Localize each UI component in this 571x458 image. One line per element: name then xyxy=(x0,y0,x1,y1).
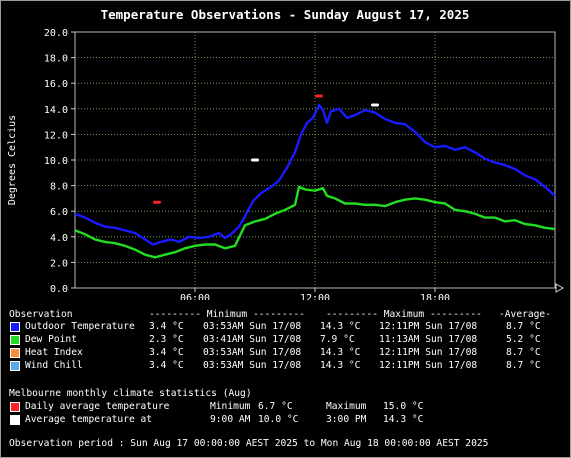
x-tick-label: 06:00 xyxy=(180,293,210,300)
legend-header-observation: Observation xyxy=(9,309,73,320)
legend-header-average: -Average- xyxy=(499,309,551,320)
y-axis-label: Degrees Celcius xyxy=(7,115,18,205)
climate-col4: 15.0 °C xyxy=(383,401,424,412)
climate-col2: 10.0 °C xyxy=(258,414,299,425)
y-tick-label: 8.0 xyxy=(50,182,68,193)
legend-min-value: 3.4 °C xyxy=(149,321,184,332)
x-tick-label: 12:00 xyxy=(300,293,330,300)
legend-swatch xyxy=(10,322,20,332)
legend-min-value: 2.3 °C xyxy=(149,334,184,345)
legend-average: 8.7 °C xyxy=(506,321,541,332)
y-tick-label: 2.0 xyxy=(50,258,68,269)
legend-min-value: 3.4 °C xyxy=(149,347,184,358)
legend-min-time: 03:53AM Sun 17/08 xyxy=(203,321,302,332)
temperature-chart: Temperature Observations - Sunday August… xyxy=(7,7,565,300)
legend-average: 8.7 °C xyxy=(506,360,541,371)
y-tick-label: 10.0 xyxy=(44,156,68,167)
climate-col4: 14.3 °C xyxy=(383,414,424,425)
legend-min-time: 03:53AM Sun 17/08 xyxy=(203,347,302,358)
climate-marker xyxy=(153,200,161,204)
climate-marker xyxy=(315,94,323,98)
legend-min-time: 03:53AM Sun 17/08 xyxy=(203,360,302,371)
chart-title: Temperature Observations - Sunday August… xyxy=(101,7,470,22)
legend-average: 8.7 °C xyxy=(506,347,541,358)
legend-series-name: Dew Point xyxy=(25,334,77,345)
climate-marker xyxy=(371,103,379,107)
climate-swatch xyxy=(10,415,20,425)
y-tick-label: 12.0 xyxy=(44,130,68,141)
legend-max-time: 11:13AM Sun 17/08 xyxy=(379,334,478,345)
legend-max-time: 12:11PM Sun 17/08 xyxy=(379,321,478,332)
legend-average: 5.2 °C xyxy=(506,334,541,345)
climate-col2: 6.7 °C xyxy=(258,401,293,412)
climate-title: Melbourne monthly climate statistics (Au… xyxy=(9,388,252,399)
legend-header-minimum: --------- Minimum --------- xyxy=(149,309,305,320)
series-line xyxy=(74,185,556,259)
y-tick-label: 16.0 xyxy=(44,79,68,90)
climate-col1: Minimum xyxy=(210,401,251,412)
legend-max-value: 14.3 °C xyxy=(320,347,361,358)
legend-series-name: Wind Chill xyxy=(25,360,83,371)
legend-swatch xyxy=(10,335,20,345)
y-tick-label: 18.0 xyxy=(44,54,68,65)
legend-max-time: 12:11PM Sun 17/08 xyxy=(379,347,478,358)
legend-series-name: Heat Index xyxy=(25,347,83,358)
y-tick-label: 6.0 xyxy=(50,207,68,218)
series-line xyxy=(74,103,556,246)
observation-period: Observation period : Sun Aug 17 00:00:00… xyxy=(9,438,489,449)
legend-series-name: Outdoor Temperature xyxy=(25,321,135,332)
legend-max-value: 7.9 °C xyxy=(320,334,355,345)
climate-label: Daily average temperature xyxy=(25,401,170,412)
legend-max-value: 14.3 °C xyxy=(320,321,361,332)
climate-label: Average temperature at xyxy=(25,414,153,425)
y-tick-label: 0.0 xyxy=(50,284,68,295)
legend-max-value: 14.3 °C xyxy=(320,360,361,371)
climate-marker xyxy=(251,158,259,162)
legend-min-time: 03:41AM Sun 17/08 xyxy=(203,334,302,345)
legend-min-value: 3.4 °C xyxy=(149,360,184,371)
x-tick-label: 18:00 xyxy=(420,293,450,300)
x-axis-arrow xyxy=(555,283,565,293)
climate-col1: 9:00 AM xyxy=(210,414,251,425)
climate-col3: Maximum xyxy=(326,401,367,412)
legend-swatch xyxy=(10,348,20,358)
y-tick-label: 14.0 xyxy=(44,105,68,116)
y-tick-label: 4.0 xyxy=(50,233,68,244)
legend-max-time: 12:11PM Sun 17/08 xyxy=(379,360,478,371)
y-tick-label: 20.0 xyxy=(44,28,68,39)
climate-swatch xyxy=(10,402,20,412)
legend-header-maximum: --------- Maximum --------- xyxy=(326,309,482,320)
legend-swatch xyxy=(10,361,20,371)
climate-col3: 3:00 PM xyxy=(326,414,367,425)
